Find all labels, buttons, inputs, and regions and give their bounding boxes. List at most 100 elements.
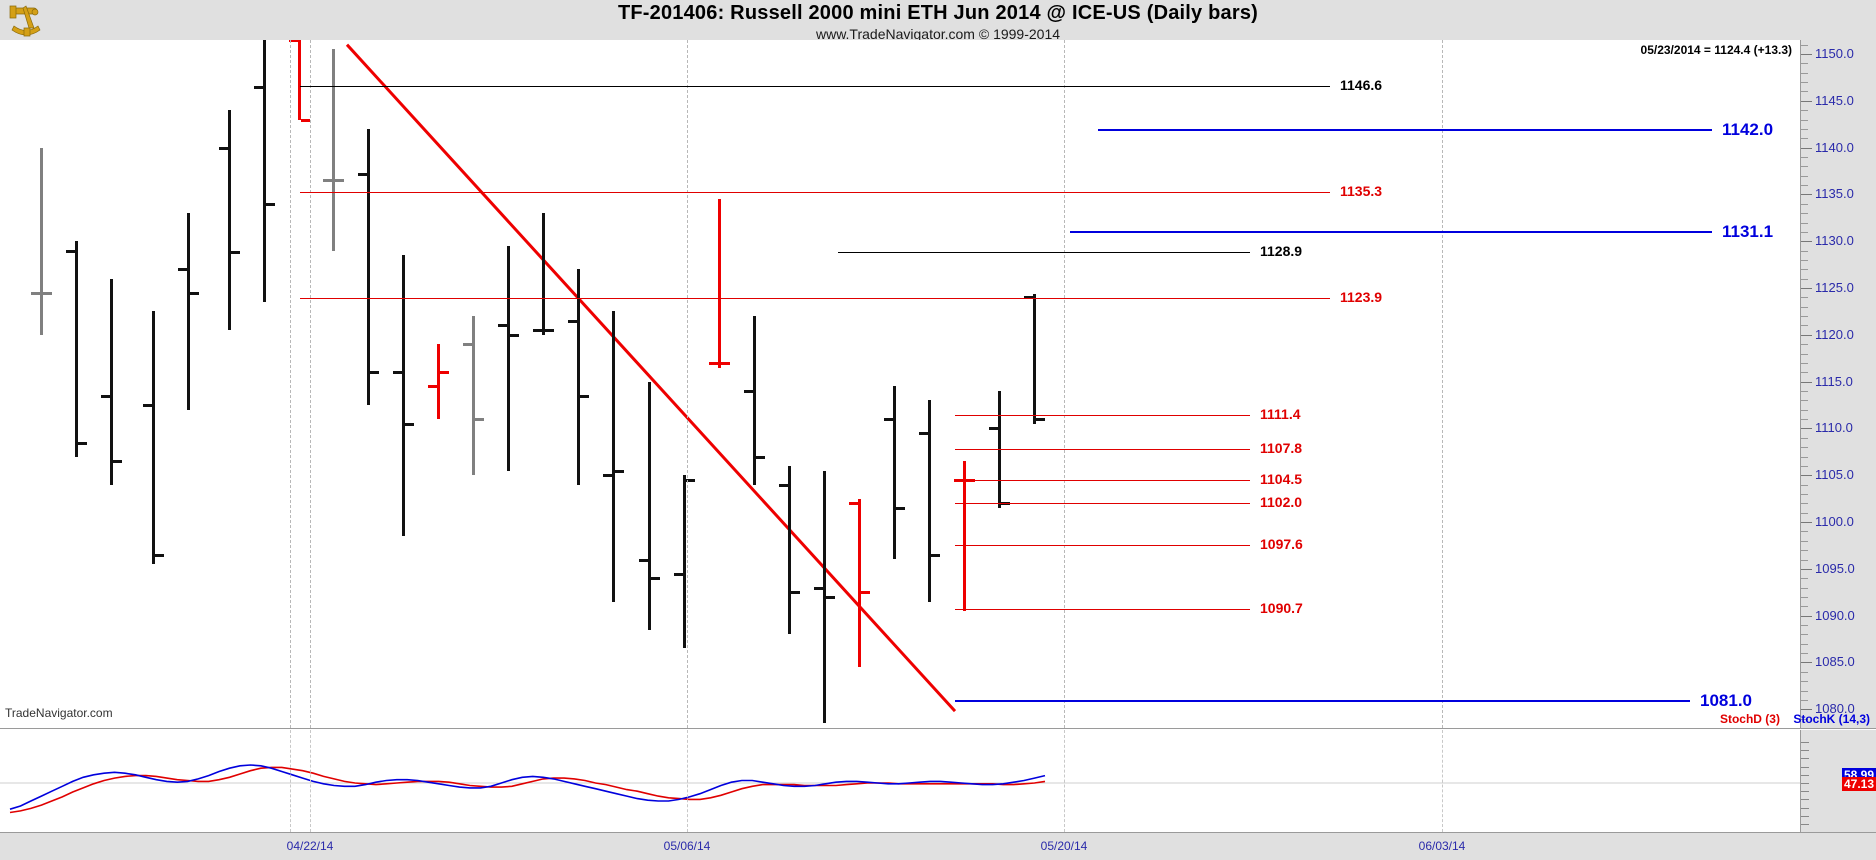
ohlc-bar <box>298 40 301 120</box>
price-tick <box>1801 568 1812 570</box>
price-level-label: 1111.4 <box>1260 406 1301 423</box>
price-level-label: 1142.0 <box>1722 119 1774 139</box>
vertical-gridline <box>1442 40 1443 728</box>
ohlc-bar <box>332 49 335 251</box>
stochastic-panel[interactable] <box>0 730 1801 833</box>
price-level-label: 1104.5 <box>1260 470 1303 487</box>
price-tick <box>1801 465 1808 467</box>
price-tick <box>1801 400 1808 402</box>
price-tick <box>1801 222 1808 224</box>
ohlc-open-tick <box>674 572 683 576</box>
price-axis-label: 1080.0 <box>1815 701 1855 717</box>
price-axis-label: 1120.0 <box>1815 326 1854 342</box>
price-tick <box>1801 456 1808 458</box>
date-axis-label: 04/22/14 <box>286 839 334 853</box>
ohlc-bar <box>928 400 931 602</box>
price-tick <box>1801 72 1808 74</box>
price-level-line <box>955 479 1250 481</box>
price-tick <box>1801 653 1808 655</box>
date-axis-label: 05/06/14 <box>663 839 711 853</box>
price-tick <box>1801 250 1808 252</box>
price-tick <box>1801 241 1812 243</box>
price-tick <box>1801 119 1808 121</box>
price-axis-label: 1125.0 <box>1815 280 1854 296</box>
ohlc-bar <box>75 241 78 457</box>
indicator-tick <box>1801 783 1809 784</box>
ohlc-open-tick <box>178 268 187 272</box>
price-tick <box>1801 428 1812 430</box>
ohlc-open-tick <box>779 483 788 487</box>
price-tick <box>1801 391 1808 393</box>
price-level-label: 1102.0 <box>1260 494 1303 511</box>
price-axis-label: 1090.0 <box>1815 607 1855 623</box>
price-tick <box>1801 625 1808 627</box>
price-tick <box>1801 522 1812 524</box>
price-tick <box>1801 587 1808 589</box>
ohlc-bar <box>40 147 43 335</box>
ohlc-close-tick <box>155 553 164 557</box>
stochd-legend-label: StochD (3) <box>1719 712 1780 726</box>
ohlc-close-tick <box>231 251 240 255</box>
ohlc-close-tick <box>861 591 870 595</box>
downtrend-line <box>345 43 957 713</box>
price-level-label: 1081.0 <box>1700 690 1752 710</box>
price-chart-panel[interactable]: 05/23/2014 = 1124.4 (+13.3) TradeNavigat… <box>0 40 1801 729</box>
ohlc-close-tick <box>266 202 275 206</box>
ohlc-open-tick <box>989 427 998 431</box>
price-level-label: 1135.3 <box>1340 182 1383 199</box>
date-axis-label: 06/03/14 <box>1418 839 1466 853</box>
ohlc-close-tick <box>721 361 730 365</box>
ohlc-open-tick <box>744 390 753 394</box>
price-tick <box>1801 540 1808 542</box>
price-axis-label: 1145.0 <box>1815 92 1854 108</box>
price-tick <box>1801 63 1808 65</box>
price-axis-label: 1140.0 <box>1815 139 1854 155</box>
ohlc-open-tick <box>323 179 332 183</box>
indicator-axis[interactable]: 58.99 47.13 <box>1801 730 1876 833</box>
price-tick <box>1801 409 1808 411</box>
sextant-logo-icon <box>9 5 41 37</box>
ohlc-open-tick <box>814 586 823 590</box>
price-axis-label: 1095.0 <box>1815 560 1855 576</box>
price-axis[interactable]: 1080.0 1085.0 1090.0 1095.0 1100.0 1105.0 1110… <box>1801 40 1876 729</box>
price-tick <box>1801 297 1808 299</box>
price-tick <box>1801 606 1808 608</box>
price-axis-label: 1105.0 <box>1815 467 1854 483</box>
price-axis-label: 1110.0 <box>1815 420 1853 436</box>
ohlc-bar <box>788 465 791 635</box>
price-tick <box>1801 128 1808 130</box>
indicator-tick <box>1801 799 1809 801</box>
last-quote-label: 05/23/2014 = 1124.4 (+13.3) <box>1640 43 1792 57</box>
ohlc-close-tick <box>896 507 905 511</box>
ohlc-bar <box>683 475 686 649</box>
price-tick <box>1801 325 1808 327</box>
price-axis-label: 1100.0 <box>1815 514 1854 530</box>
ohlc-bar <box>577 269 580 485</box>
ohlc-bar <box>263 40 266 303</box>
stochastic-curves <box>0 764 1800 814</box>
ohlc-open-tick <box>498 324 507 328</box>
ohlc-close-tick <box>510 333 519 337</box>
price-level-line <box>955 609 1250 611</box>
chart-header: TF-201406: Russell 2000 mini ETH Jun 201… <box>0 0 1876 42</box>
ohlc-close-tick <box>475 418 484 422</box>
price-tick <box>1801 728 1808 729</box>
price-axis-label: 1130.0 <box>1815 233 1854 249</box>
date-axis-label: 05/20/14 <box>1040 839 1088 853</box>
ohlc-close-tick <box>1036 418 1045 422</box>
indicator-tick <box>1801 758 1809 760</box>
ohlc-open-tick <box>849 502 858 506</box>
stochd-value-box: 47.13 <box>1841 777 1876 792</box>
ohlc-bar <box>228 110 231 331</box>
ohlc-close-tick <box>405 422 414 426</box>
ohlc-open-tick <box>463 343 472 347</box>
price-tick <box>1801 259 1808 261</box>
date-axis[interactable]: 04/22/14 05/06/14 05/20/14 06/03/14 <box>0 833 1876 860</box>
price-tick <box>1801 512 1808 514</box>
ohlc-bar <box>402 255 405 537</box>
ohlc-open-tick <box>1024 296 1033 300</box>
price-level-label: 1107.8 <box>1260 440 1303 457</box>
price-tick <box>1801 662 1812 664</box>
price-tick <box>1801 709 1812 711</box>
ohlc-close-tick <box>78 441 87 445</box>
